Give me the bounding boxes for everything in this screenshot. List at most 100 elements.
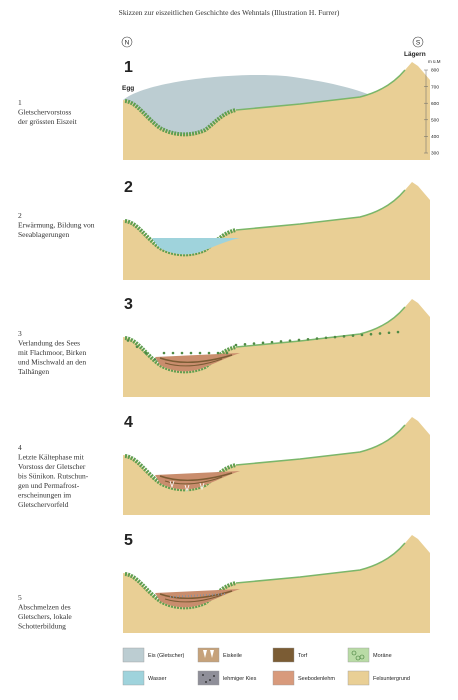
caption: Talhängen xyxy=(18,367,49,376)
legend-label: Eiskeile xyxy=(223,653,242,659)
compass-label: S xyxy=(416,40,421,47)
tree xyxy=(198,351,202,355)
lake xyxy=(152,238,240,255)
legend-swatch xyxy=(197,670,220,686)
tree xyxy=(261,341,265,345)
tree xyxy=(324,336,328,340)
tree xyxy=(162,351,166,355)
scale-label: 600 xyxy=(431,101,439,107)
tree xyxy=(315,337,319,340)
peat xyxy=(164,594,223,603)
legend-swatch xyxy=(272,670,295,686)
tree xyxy=(342,335,346,338)
slope-cover xyxy=(235,189,406,231)
panel: 4 xyxy=(123,414,430,515)
tree xyxy=(171,351,175,355)
caption: Verlandung des Sees xyxy=(18,339,80,348)
compass-circle xyxy=(412,36,424,48)
tree xyxy=(333,335,337,339)
legend-swatch xyxy=(122,670,145,686)
caption: Letzte Kältephase mit xyxy=(18,453,85,462)
caption: erscheinungen im xyxy=(18,491,71,500)
scale-unit: m ü.M xyxy=(428,59,441,64)
tree xyxy=(243,342,247,346)
tree xyxy=(306,337,310,341)
legend-pattern xyxy=(203,650,214,658)
bedrock xyxy=(123,62,430,160)
tree xyxy=(234,343,238,347)
slope-cover xyxy=(235,69,406,111)
tree xyxy=(225,351,229,355)
glacier xyxy=(123,74,374,135)
caption: Vorstoss der Gletscher xyxy=(18,462,86,471)
caption: Seeablagerungen xyxy=(18,230,69,239)
caption: Gletschervorstoss xyxy=(18,108,71,117)
legend-pattern xyxy=(205,681,207,683)
tree xyxy=(153,358,157,361)
panel: 3 xyxy=(123,296,430,397)
caption: 3 xyxy=(18,329,22,338)
peat xyxy=(159,354,233,364)
caption: 2 xyxy=(18,211,22,220)
bedrock xyxy=(123,535,430,633)
panel-number: 5 xyxy=(124,532,133,549)
tree xyxy=(351,334,355,337)
caption: mit Flachmoor, Birken xyxy=(18,348,86,357)
legend-label: Torf xyxy=(298,653,308,659)
legend-label: Seebodenlehm xyxy=(298,676,335,682)
tree xyxy=(189,351,193,355)
legend-label: Eis (Gletscher) xyxy=(148,653,185,659)
caption: Erwärmung, Bildung von xyxy=(18,221,95,230)
place: Egg xyxy=(122,85,134,92)
tree xyxy=(252,342,256,345)
slope-cover xyxy=(235,424,406,466)
tree xyxy=(378,332,382,335)
ice-wedges xyxy=(169,480,205,493)
caption: 1 xyxy=(18,98,22,107)
caption: 5 xyxy=(18,593,22,602)
tree xyxy=(396,330,400,334)
tree xyxy=(207,351,211,355)
caption: Abschmelzen des xyxy=(18,603,71,612)
slope-cover xyxy=(235,542,406,584)
scale-label: 400 xyxy=(431,134,439,140)
caption: gen und Permafrost- xyxy=(18,481,80,490)
tree xyxy=(144,351,148,355)
caption: 4 xyxy=(18,443,22,452)
tree xyxy=(288,339,292,342)
tree xyxy=(360,333,364,337)
legend-swatch xyxy=(272,647,295,663)
tree xyxy=(135,345,139,349)
caption: Gletschers, lokale xyxy=(18,612,72,621)
scale-label: 700 xyxy=(431,84,439,90)
title: Skizzen zur eiszeitlichen Geschichte des… xyxy=(119,8,340,17)
tree xyxy=(126,339,130,342)
legend-pattern xyxy=(209,679,211,681)
tree xyxy=(216,351,220,355)
tree xyxy=(297,338,301,342)
caption: Schotterbildung xyxy=(18,622,66,631)
tree xyxy=(279,340,283,343)
scale-label: 300 xyxy=(431,151,439,157)
caption: der grössten Eiszeit xyxy=(18,117,78,126)
scale-label: 800 xyxy=(431,68,439,74)
slope-cover xyxy=(235,306,406,348)
legend-pattern xyxy=(213,675,215,677)
legend-pattern xyxy=(202,674,204,676)
panel-number: 4 xyxy=(124,414,133,431)
gravel xyxy=(169,593,226,598)
bedrock xyxy=(123,182,430,280)
caption: und Mischwald an den xyxy=(18,358,86,367)
bedrock xyxy=(123,417,430,515)
panel-number: 3 xyxy=(124,296,133,313)
legend-label: lehmiger Kies xyxy=(223,676,257,682)
tree xyxy=(387,331,391,335)
panel: 1 xyxy=(123,59,430,160)
bedrock xyxy=(123,299,430,397)
peat xyxy=(164,358,223,367)
moraine xyxy=(124,99,237,137)
legend-pattern xyxy=(355,655,361,661)
panel: 2 xyxy=(123,179,430,280)
tree xyxy=(369,332,373,336)
